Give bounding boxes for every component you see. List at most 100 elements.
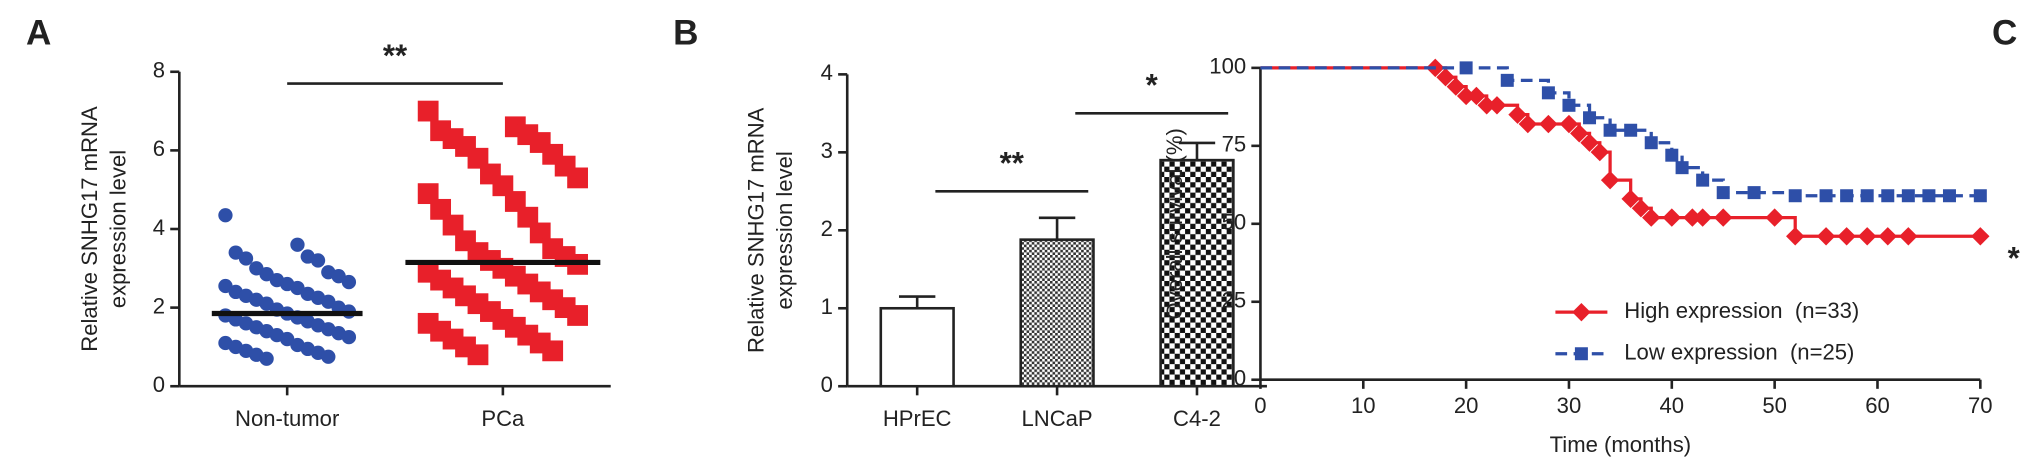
data-point [1500,73,1514,87]
data-point [1644,136,1658,150]
panel-label: B [673,14,698,53]
data-point [467,344,489,366]
y-axis-label: expression level [105,150,130,308]
y-tick-label: 6 [153,136,165,161]
data-point [1971,227,1990,246]
data-point [259,351,274,366]
data-point [417,100,439,122]
data-point [1590,142,1610,162]
data-point [1539,114,1558,134]
x-tick-label: 50 [1762,393,1787,418]
data-point [1747,186,1761,200]
y-tick-label: 75 [1222,132,1247,157]
data-point [1693,208,1712,227]
x-tick-label: Non-tumor [235,406,339,431]
y-axis-label: Relative SNHG17 mRNA [77,106,102,352]
data-point [1662,208,1681,227]
data-point [341,274,357,290]
bar [1159,158,1235,388]
x-axis-label: Time (months) [1550,432,1691,457]
data-point [1878,227,1897,246]
y-axis-label: Overall survival (%) [1162,128,1187,319]
data-point [1446,77,1466,96]
data-point [310,253,326,268]
data-point [1973,189,1987,203]
x-tick-label: 40 [1660,393,1685,418]
data-point [1716,186,1730,200]
x-tick-label: 0 [1254,393,1266,418]
data-point [1881,189,1895,203]
y-tick-label: 100 [1209,54,1246,79]
data-point [1840,189,1854,203]
x-tick-label: HPrEC [883,406,952,431]
data-point [1487,96,1507,115]
data-point [1518,114,1538,134]
y-tick-label: 25 [1222,288,1247,313]
data-point [1562,98,1576,112]
y-tick-label: 2 [821,216,833,241]
legend-marker [1574,347,1588,361]
y-tick-label: 2 [153,293,165,318]
data-point [467,147,489,169]
x-tick-label: 20 [1454,393,1479,418]
data-point [1459,61,1473,75]
panel-label: C [1992,14,2017,53]
significance-label: * [1146,68,1159,103]
data-point [1436,68,1455,87]
x-tick-label: 70 [1968,393,1993,418]
data-point [517,206,539,228]
data-point [1467,86,1486,106]
data-point [417,183,439,205]
data-point [1837,227,1856,246]
data-point [1788,189,1802,203]
data-point [1922,189,1936,203]
data-point [1860,189,1874,203]
data-point [1665,148,1679,162]
x-tick-label: PCa [481,406,525,431]
data-point [1899,227,1918,246]
data-point [1570,124,1589,143]
data-point [1621,189,1640,209]
y-tick-label: 0 [821,372,833,397]
y-tick-label: 0 [1234,366,1246,391]
data-point [238,251,254,266]
data-point [1858,227,1877,246]
data-point [1714,208,1733,227]
panel-label: A [26,14,51,53]
data-point [1603,123,1617,137]
data-point [504,191,526,212]
data-point [1624,123,1638,137]
y-tick-label: 3 [821,138,833,163]
survival-curve [1260,66,1981,198]
x-tick-label: 10 [1351,393,1376,418]
data-point [567,305,588,326]
data-point [1942,189,1956,203]
significance-label: ** [383,38,408,73]
x-tick-label: C4-2 [1173,406,1221,431]
x-tick-label: 60 [1865,393,1890,418]
y-tick-label: 50 [1222,210,1247,235]
legend-marker [1572,302,1591,322]
y-tick-label: 4 [153,215,165,240]
data-point [1600,170,1620,190]
data-point [1580,133,1599,152]
data-point [290,237,305,252]
x-tick-label: LNCaP [1021,406,1092,431]
data-point [1477,96,1496,115]
significance-label: ** [1000,146,1025,181]
data-point [1819,189,1833,203]
data-point [1675,161,1689,175]
data-point [218,208,233,223]
y-tick-label: 4 [821,60,833,85]
data-point [1901,189,1915,203]
data-point [1541,86,1555,100]
bar [1019,238,1095,388]
y-tick-label: 8 [153,58,165,83]
y-axis-label: expression level [772,151,797,309]
data-point [567,167,588,189]
bar [879,306,955,388]
data-point [1508,105,1527,124]
data-point [1786,227,1805,246]
